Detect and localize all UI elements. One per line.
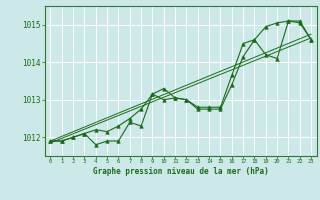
X-axis label: Graphe pression niveau de la mer (hPa): Graphe pression niveau de la mer (hPa) xyxy=(93,167,269,176)
